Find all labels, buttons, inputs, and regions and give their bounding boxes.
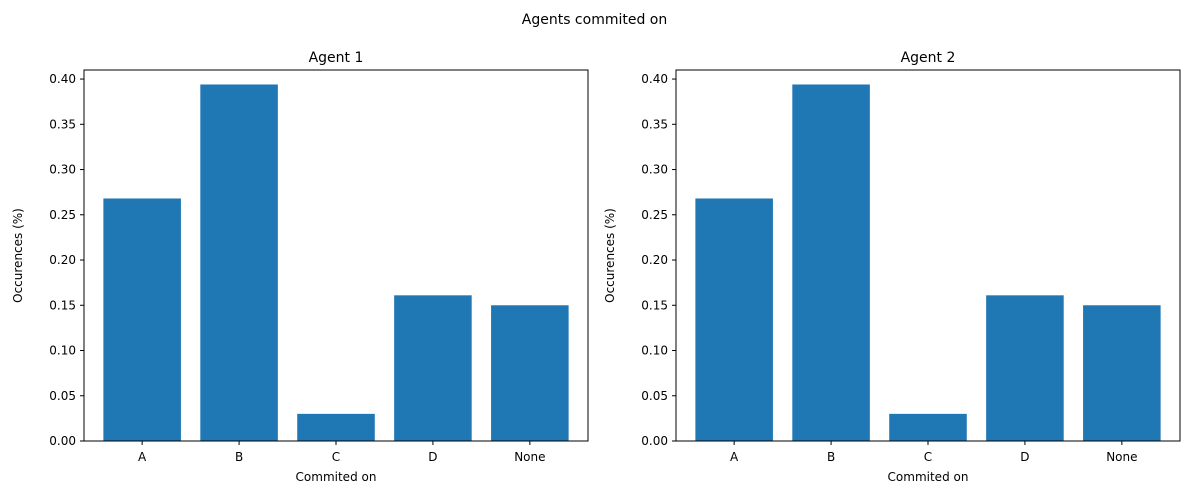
x-tick-label: D [1020, 450, 1029, 464]
x-tick-label: A [730, 450, 739, 464]
y-tick-label: 0.10 [49, 344, 76, 358]
bar-d [394, 295, 472, 441]
figure-suptitle: Agents commited on [522, 12, 668, 28]
y-tick-label: 0.20 [641, 253, 668, 267]
y-tick-label: 0.05 [49, 389, 76, 403]
bar-b [792, 84, 870, 441]
x-tick-label: C [332, 450, 340, 464]
x-tick-label: None [1106, 450, 1137, 464]
bar-none [1083, 305, 1161, 441]
y-tick-label: 0.25 [49, 208, 76, 222]
x-tick-label: C [924, 450, 932, 464]
bar-c [297, 413, 375, 441]
y-tick-label: 0.05 [641, 389, 668, 403]
bar-c [889, 413, 967, 441]
y-tick-label: 0.00 [49, 434, 76, 448]
bar-none [491, 305, 569, 441]
x-axis-label: Commited on [296, 470, 377, 484]
bar-d [986, 295, 1064, 441]
subplot-agent-1: Agent 1 A B C D None 0.00 0.05 0.10 0.15 0.20 0.25 0… [11, 50, 589, 484]
bar-b [200, 84, 278, 441]
subplot-agent-2: Agent 2 A B C D None 0.00 0.05 0.10 0.15 0.20 0.25 0… [603, 50, 1181, 484]
bar-a [103, 198, 181, 441]
x-tick-label: D [428, 450, 437, 464]
y-tick-label: 0.40 [49, 72, 76, 86]
x-tick-label: A [138, 450, 147, 464]
subplot-title: Agent 2 [901, 50, 956, 66]
y-tick-label: 0.25 [641, 208, 668, 222]
y-tick-label: 0.35 [49, 117, 76, 131]
y-tick-label: 0.20 [49, 253, 76, 267]
y-tick-label: 0.15 [641, 298, 668, 312]
y-tick-label: 0.30 [641, 163, 668, 177]
subplot-title: Agent 1 [309, 50, 364, 66]
y-tick-label: 0.10 [641, 344, 668, 358]
y-tick-label: 0.35 [641, 117, 668, 131]
y-tick-label: 0.15 [49, 298, 76, 312]
y-tick-label: 0.40 [641, 72, 668, 86]
x-tick-label: None [514, 450, 545, 464]
x-axis-label: Commited on [888, 470, 969, 484]
y-axis-label: Occurences (%) [603, 208, 617, 303]
y-tick-label: 0.00 [641, 434, 668, 448]
y-tick-label: 0.30 [49, 163, 76, 177]
x-tick-label: B [827, 450, 835, 464]
x-tick-label: B [235, 450, 243, 464]
bar-a [695, 198, 773, 441]
y-axis-label: Occurences (%) [11, 208, 25, 303]
